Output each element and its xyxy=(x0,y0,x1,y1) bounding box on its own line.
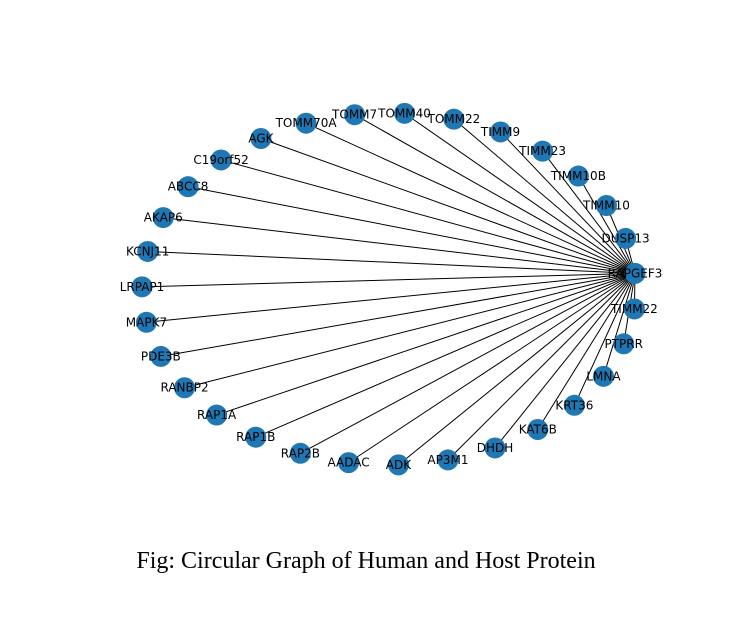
node-label-rap2b: RAP2B xyxy=(281,446,320,460)
node-label-ap3m1: AP3M1 xyxy=(427,453,468,467)
node-label-kat6b: KAT6B xyxy=(519,423,557,437)
node-dusp13 xyxy=(615,227,637,249)
edge-rapgef3-ap3m1 xyxy=(447,273,636,461)
node-label-timm23: TIMM23 xyxy=(518,144,566,158)
node-timm10b xyxy=(567,165,589,187)
node-label-ptprr: PTPRR xyxy=(604,337,642,351)
edge-rapgef3-lrpap1 xyxy=(142,272,636,288)
edge-rapgef3-kat6b xyxy=(537,273,636,430)
node-label-c19orf52: C19orf52 xyxy=(193,153,248,167)
edge-rapgef3-agk xyxy=(260,138,636,274)
node-krt36 xyxy=(563,394,585,416)
node-label-rapgef3: RAPGEF3 xyxy=(608,266,663,280)
node-label-krt36: KRT36 xyxy=(555,398,593,412)
edge-rapgef3-pde3b xyxy=(160,272,636,357)
edges-layer xyxy=(142,112,636,466)
edge-rapgef3-rap1a xyxy=(216,272,636,416)
nodes-layer xyxy=(131,102,646,476)
node-tomm40 xyxy=(394,102,416,124)
edge-rapgef3-ranbp2 xyxy=(184,272,636,389)
node-mapk7 xyxy=(135,311,157,333)
node-pde3b xyxy=(150,345,172,367)
node-label-tomm70a: TOMM70A xyxy=(275,116,338,130)
node-timm23 xyxy=(532,140,554,162)
node-timm10 xyxy=(595,194,617,216)
node-label-akap6: AKAP6 xyxy=(144,211,183,225)
node-aadac xyxy=(338,452,360,474)
edge-rapgef3-timm10b xyxy=(577,175,636,274)
node-kcnj11 xyxy=(137,240,159,262)
node-label-dusp13: DUSP13 xyxy=(601,231,649,245)
edge-rapgef3-krt36 xyxy=(573,273,636,406)
node-ap3m1 xyxy=(437,449,459,471)
node-kat6b xyxy=(527,419,549,441)
edge-rapgef3-lmna xyxy=(602,273,636,377)
edge-rapgef3-aadac xyxy=(348,272,636,464)
edge-rapgef3-tomm70a xyxy=(305,122,636,274)
edge-rapgef3-abcc8 xyxy=(187,186,636,274)
edge-rapgef3-kcnj11 xyxy=(147,250,636,274)
edge-rapgef3-mapk7 xyxy=(146,272,636,323)
node-label-timm10b: TIMM10B xyxy=(550,169,606,183)
edge-rapgef3-adk xyxy=(398,272,636,466)
node-adk xyxy=(387,454,409,476)
node-label-ranbp2: RANBP2 xyxy=(160,381,208,395)
node-label-lrpap1: LRPAP1 xyxy=(120,280,165,294)
figure-caption: Fig: Circular Graph of Human and Host Pr… xyxy=(136,548,596,574)
node-label-tomm40: TOMM40 xyxy=(377,106,431,120)
node-label-pde3b: PDE3B xyxy=(141,349,181,363)
node-label-rap1a: RAP1A xyxy=(197,408,237,422)
edge-rapgef3-timm9 xyxy=(500,131,636,274)
node-ptprr xyxy=(613,333,635,355)
node-tomm7 xyxy=(344,104,366,126)
node-label-timm10: TIMM10 xyxy=(582,198,630,212)
node-label-adk: ADK xyxy=(386,458,412,472)
node-label-mapk7: MAPK7 xyxy=(126,315,167,329)
edge-rapgef3-timm23 xyxy=(542,150,636,274)
node-akap6 xyxy=(152,207,174,229)
node-rap1b xyxy=(245,426,267,448)
node-label-timm22: TIMM22 xyxy=(610,302,658,316)
node-rap1a xyxy=(206,404,228,426)
edge-rapgef3-akap6 xyxy=(163,217,636,274)
node-rapgef3 xyxy=(624,262,646,284)
node-label-aadac: AADAC xyxy=(327,456,369,470)
node-label-lmna: LMNA xyxy=(586,369,621,383)
edge-rapgef3-rap2b xyxy=(300,272,636,454)
edge-rapgef3-rap1b xyxy=(255,272,636,438)
node-label-timm9: TIMM9 xyxy=(480,125,520,139)
node-label-rap1b: RAP1B xyxy=(236,430,275,444)
node-label-tomm22: TOMM22 xyxy=(426,112,480,126)
edge-rapgef3-tomm22 xyxy=(453,118,636,274)
node-label-agk: AGK xyxy=(248,131,274,145)
node-agk xyxy=(250,127,272,149)
node-rap2b xyxy=(289,442,311,464)
edge-rapgef3-c19orf52 xyxy=(220,159,636,274)
node-label-dhdh: DHDH xyxy=(477,441,514,455)
node-lrpap1 xyxy=(131,276,153,298)
node-tomm22 xyxy=(443,108,465,130)
node-tomm70a xyxy=(295,112,317,134)
node-c19orf52 xyxy=(210,149,232,171)
node-label-kcnj11: KCNJ11 xyxy=(126,244,169,258)
node-ranbp2 xyxy=(174,377,196,399)
node-timm9 xyxy=(490,121,512,143)
node-label-abcc8: ABCC8 xyxy=(168,180,209,194)
node-abcc8 xyxy=(177,176,199,198)
edge-rapgef3-tomm40 xyxy=(404,112,636,274)
node-timm22 xyxy=(623,298,645,320)
node-lmna xyxy=(592,365,614,387)
edge-rapgef3-tomm7 xyxy=(354,114,636,274)
node-dhdh xyxy=(484,437,506,459)
node-label-tomm7: TOMM7 xyxy=(331,108,377,122)
edge-rapgef3-dhdh xyxy=(494,273,636,449)
